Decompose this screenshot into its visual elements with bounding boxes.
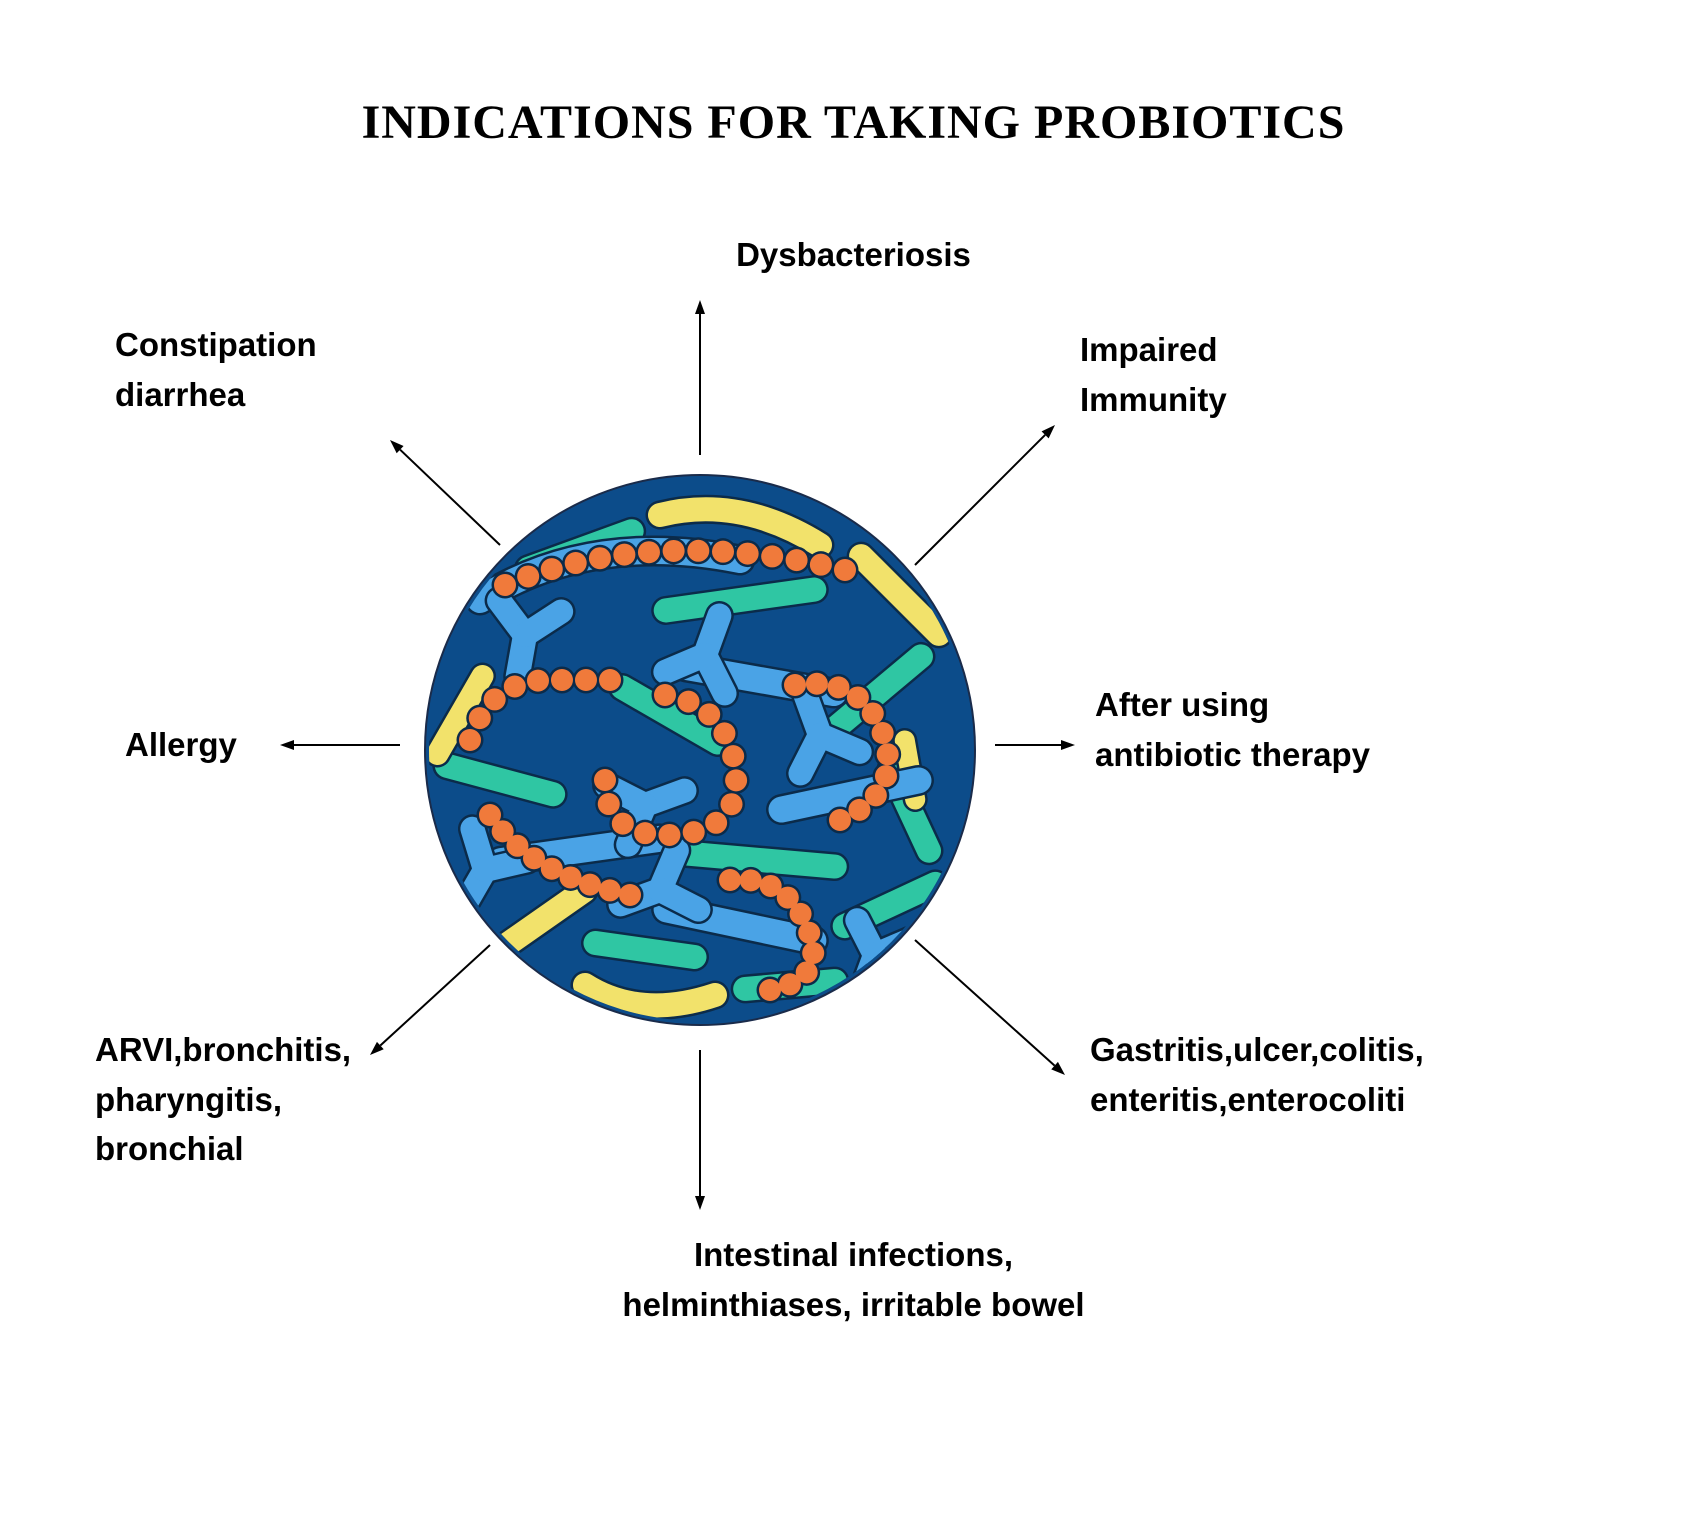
label-l: Allergy [125,720,237,770]
page-title: INDICATIONS FOR TAKING PROBIOTICS [0,95,1707,150]
label-br: Gastritis,ulcer,colitis, enteritis,enter… [1090,1025,1424,1124]
label-r: After using antibiotic therapy [1095,680,1370,779]
label-bl: ARVI,bronchitis, pharyngitis, bronchial [95,1025,351,1174]
arrows-layer [280,300,1075,1210]
infographic-canvas: INDICATIONS FOR TAKING PROBIOTICS Dysbac… [0,0,1707,1529]
label-tl: Constipation diarrhea [115,320,317,419]
label-tr: Impaired Immunity [1080,325,1227,424]
hub-layer [425,475,975,1025]
label-top: Dysbacteriosis [0,230,1707,280]
label-bottom: Intestinal infections, helminthiases, ir… [0,1230,1707,1329]
